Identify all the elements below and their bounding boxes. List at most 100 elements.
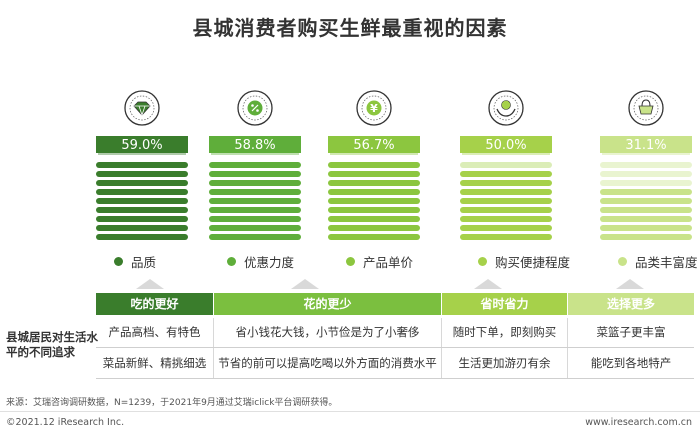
bar-stripe <box>96 189 188 195</box>
pointer-triangle <box>136 279 164 289</box>
legend-item: 产品单价 <box>346 252 413 271</box>
bar-stripe <box>328 162 420 168</box>
legend-label: 购买便捷程度 <box>495 255 571 270</box>
column-separator <box>567 318 568 378</box>
table-cell: 能吃到各地特产 <box>590 356 672 370</box>
bar-stripe <box>460 216 552 222</box>
legend: 品质 优惠力度 产品单价 购买便捷程度 品类丰富度 <box>0 252 700 272</box>
legend-dot <box>478 257 487 266</box>
yen-icon: ¥ <box>356 90 392 126</box>
bar-stripe <box>96 234 188 240</box>
pointer-triangle <box>474 279 502 289</box>
discount-icon <box>237 90 273 126</box>
bar-stripe <box>600 225 692 231</box>
bar-stripe <box>209 162 301 168</box>
bar-stripe <box>328 171 420 177</box>
table-row-label: 县城居民对生活水平的不同追求 <box>6 330 98 359</box>
legend-item: 品质 <box>114 252 156 271</box>
legend-dot <box>346 257 355 266</box>
column-separator <box>441 318 442 378</box>
column-separator <box>213 318 214 378</box>
table-header: 花的更少 <box>214 293 441 315</box>
bar-stripe <box>209 207 301 213</box>
bar-stripe <box>328 225 420 231</box>
bar-stripe <box>328 198 420 204</box>
website: www.iresearch.com.cn <box>585 417 692 428</box>
value-label-bg <box>209 136 301 153</box>
bar-stripe <box>209 216 301 222</box>
bar-stripe <box>460 225 552 231</box>
legend-dot <box>114 257 123 266</box>
basket-icon <box>628 90 664 126</box>
bar-chart: 59.0% 58.8% ¥56.7% 50.0% 31.1% <box>96 90 692 240</box>
legend-dot <box>618 257 627 266</box>
legend-label: 品质 <box>131 255 157 270</box>
chart-title: 县城消费者购买生鲜最重视的因素 <box>192 16 508 40</box>
bar-stripe <box>600 189 692 195</box>
bar-stripe <box>96 180 188 186</box>
diamond-icon <box>124 90 160 126</box>
legend-item: 购买便捷程度 <box>478 252 570 271</box>
svg-text:¥: ¥ <box>370 102 378 115</box>
bar-stripe <box>460 198 552 204</box>
table-header: 省时省力 <box>442 293 567 315</box>
hand-coin-icon <box>488 90 524 126</box>
row-divider <box>96 347 694 348</box>
bar-stripe <box>600 234 692 240</box>
legend-item: 品类丰富度 <box>618 252 698 271</box>
bar-stripe <box>328 207 420 213</box>
bar-stripe <box>460 171 552 177</box>
bar-stripe <box>209 171 301 177</box>
table-cell: 省小钱花大钱，小节俭是为了小奢侈 <box>235 325 420 339</box>
bar-stripe <box>209 198 301 204</box>
bar-stripe <box>96 207 188 213</box>
bar-stripe <box>96 198 188 204</box>
bar-stripe <box>328 180 420 186</box>
row-divider <box>96 378 694 379</box>
table-header: 选择更多 <box>568 293 694 315</box>
table-cell: 菜品新鲜、精挑细选 <box>102 356 207 370</box>
table-cell: 节省的前可以提高吃喝以外方面的消费水平 <box>218 356 437 370</box>
bar-stripe <box>460 162 552 168</box>
bar-stripe <box>460 189 552 195</box>
bar-stripe <box>460 180 552 186</box>
value-label: 50.0% <box>485 138 526 153</box>
legend-label: 产品单价 <box>363 255 414 270</box>
value-label: 31.1% <box>625 138 666 153</box>
table-cell: 随时下单，即刻购买 <box>452 325 557 339</box>
bar-stripe <box>209 189 301 195</box>
bar-stripe <box>328 189 420 195</box>
table-cell: 菜篮子更丰富 <box>596 325 666 339</box>
copyright: ©2021.12 iResearch Inc. <box>6 417 125 428</box>
value-label-bg <box>96 136 188 153</box>
bar-stripe <box>209 225 301 231</box>
bar-stripe <box>600 198 692 204</box>
bar-base <box>211 153 299 155</box>
bar-stripe <box>209 180 301 186</box>
bar-stripe <box>209 234 301 240</box>
bar-stripe <box>96 216 188 222</box>
bar-base <box>330 153 418 155</box>
bar-stripe <box>600 216 692 222</box>
bar-stripe <box>600 207 692 213</box>
bar-base <box>462 153 550 155</box>
table-cell: 产品高档、有特色 <box>108 325 201 339</box>
legend-label: 优惠力度 <box>244 255 295 270</box>
legend-dot <box>227 257 236 266</box>
table-header: 吃的更好 <box>96 293 213 315</box>
bar-stripe <box>600 180 692 186</box>
bar-stripe <box>96 171 188 177</box>
value-label: 56.7% <box>353 138 394 153</box>
bar-stripe <box>460 207 552 213</box>
bar-base <box>98 153 186 155</box>
bar-base <box>602 153 690 155</box>
bar-stripe <box>600 162 692 168</box>
value-label: 58.8% <box>234 138 275 153</box>
pointer-triangle <box>291 279 319 289</box>
bar-stripe <box>328 234 420 240</box>
bar-stripe <box>96 225 188 231</box>
bar-stripe <box>328 216 420 222</box>
footer-divider <box>0 411 700 412</box>
bar-stripe <box>460 234 552 240</box>
legend-label: 品类丰富度 <box>635 255 698 270</box>
